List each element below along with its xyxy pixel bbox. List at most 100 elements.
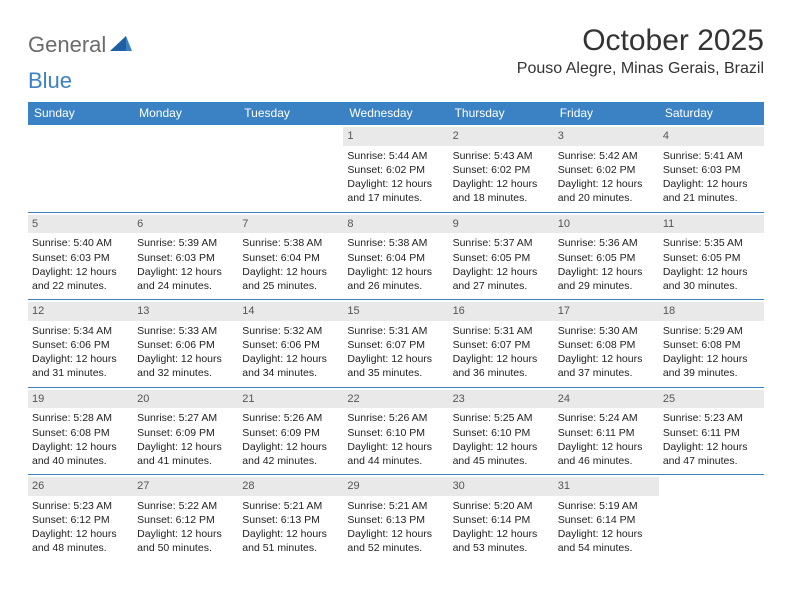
sunset-line: Sunset: 6:06 PM bbox=[32, 338, 129, 352]
calendar-row: 26Sunrise: 5:23 AMSunset: 6:12 PMDayligh… bbox=[28, 475, 764, 562]
daylight-line: Daylight: 12 hours and 21 minutes. bbox=[663, 177, 760, 205]
sunset-line: Sunset: 6:08 PM bbox=[32, 426, 129, 440]
sunrise-line: Sunrise: 5:21 AM bbox=[242, 499, 339, 513]
month-title: October 2025 bbox=[517, 24, 764, 58]
day-number: 25 bbox=[659, 390, 764, 409]
weekday-header: Friday bbox=[554, 102, 659, 125]
sunrise-line: Sunrise: 5:35 AM bbox=[663, 236, 760, 250]
day-number: 9 bbox=[449, 215, 554, 234]
daylight-line: Daylight: 12 hours and 20 minutes. bbox=[558, 177, 655, 205]
calendar-cell: 25Sunrise: 5:23 AMSunset: 6:11 PMDayligh… bbox=[659, 387, 764, 475]
sunrise-line: Sunrise: 5:21 AM bbox=[347, 499, 444, 513]
calendar-cell: 27Sunrise: 5:22 AMSunset: 6:12 PMDayligh… bbox=[133, 475, 238, 562]
daylight-line: Daylight: 12 hours and 27 minutes. bbox=[453, 265, 550, 293]
sunset-line: Sunset: 6:08 PM bbox=[663, 338, 760, 352]
weekday-header: Wednesday bbox=[343, 102, 448, 125]
sunrise-line: Sunrise: 5:39 AM bbox=[137, 236, 234, 250]
calendar-cell: 1Sunrise: 5:44 AMSunset: 6:02 PMDaylight… bbox=[343, 125, 448, 213]
sunrise-line: Sunrise: 5:27 AM bbox=[137, 411, 234, 425]
day-number: 22 bbox=[343, 390, 448, 409]
day-number: 13 bbox=[133, 302, 238, 321]
sunrise-line: Sunrise: 5:31 AM bbox=[453, 324, 550, 338]
day-number: 30 bbox=[449, 477, 554, 496]
day-number: 23 bbox=[449, 390, 554, 409]
calendar-cell: 11Sunrise: 5:35 AMSunset: 6:05 PMDayligh… bbox=[659, 212, 764, 300]
calendar-cell: 8Sunrise: 5:38 AMSunset: 6:04 PMDaylight… bbox=[343, 212, 448, 300]
calendar-cell: 23 Sunrise: 5:25 AMSunset: 6:10 PMDayligh… bbox=[449, 387, 554, 475]
sunrise-line: Sunrise: 5:26 AM bbox=[347, 411, 444, 425]
sunrise-line: Sunrise: 5:22 AM bbox=[137, 499, 234, 513]
sunrise-line: Sunrise: 5:32 AM bbox=[242, 324, 339, 338]
sunrise-line: Sunrise: 5:33 AM bbox=[137, 324, 234, 338]
sunset-line: Sunset: 6:06 PM bbox=[137, 338, 234, 352]
daylight-line: Daylight: 12 hours and 35 minutes. bbox=[347, 352, 444, 380]
calendar-cell: 2Sunrise: 5:43 AMSunset: 6:02 PMDaylight… bbox=[449, 125, 554, 213]
daylight-line: Daylight: 12 hours and 17 minutes. bbox=[347, 177, 444, 205]
sunset-line: Sunset: 6:11 PM bbox=[558, 426, 655, 440]
sunrise-line: Sunrise: 5:36 AM bbox=[558, 236, 655, 250]
day-number: 26 bbox=[28, 477, 133, 496]
sunrise-line: Sunrise: 5:41 AM bbox=[663, 149, 760, 163]
calendar-cell: 19Sunrise: 5:28 AMSunset: 6:08 PMDayligh… bbox=[28, 387, 133, 475]
daylight-line: Daylight: 12 hours and 31 minutes. bbox=[32, 352, 129, 380]
sunset-line: Sunset: 6:10 PM bbox=[453, 426, 550, 440]
sunrise-line: Sunrise: 5:26 AM bbox=[242, 411, 339, 425]
daylight-line: Daylight: 12 hours and 45 minutes. bbox=[453, 440, 550, 468]
day-number: 21 bbox=[238, 390, 343, 409]
sunset-line: Sunset: 6:05 PM bbox=[453, 251, 550, 265]
daylight-line: Daylight: 12 hours and 48 minutes. bbox=[32, 527, 129, 555]
day-number: 28 bbox=[238, 477, 343, 496]
daylight-line: Daylight: 12 hours and 34 minutes. bbox=[242, 352, 339, 380]
daylight-line: Daylight: 12 hours and 46 minutes. bbox=[558, 440, 655, 468]
daylight-line: Daylight: 12 hours and 30 minutes. bbox=[663, 265, 760, 293]
daylight-line: Daylight: 12 hours and 41 minutes. bbox=[137, 440, 234, 468]
calendar-cell: 5Sunrise: 5:40 AMSunset: 6:03 PMDaylight… bbox=[28, 212, 133, 300]
calendar-cell: 17Sunrise: 5:30 AMSunset: 6:08 PMDayligh… bbox=[554, 300, 659, 388]
calendar-page: General October 2025 Pouso Alegre, Minas… bbox=[0, 0, 792, 586]
weekday-header: Monday bbox=[133, 102, 238, 125]
daylight-line: Daylight: 12 hours and 25 minutes. bbox=[242, 265, 339, 293]
calendar-cell: 13 Sunrise: 5:33 AMSunset: 6:06 PMDayligh… bbox=[133, 300, 238, 388]
daylight-line: Daylight: 12 hours and 22 minutes. bbox=[32, 265, 129, 293]
sunset-line: Sunset: 6:07 PM bbox=[347, 338, 444, 352]
calendar-cell: 26Sunrise: 5:23 AMSunset: 6:12 PMDayligh… bbox=[28, 475, 133, 562]
day-number: 3 bbox=[554, 127, 659, 146]
calendar-row: 1Sunrise: 5:44 AMSunset: 6:02 PMDaylight… bbox=[28, 125, 764, 213]
sunrise-line: Sunrise: 5:24 AM bbox=[558, 411, 655, 425]
weekday-header: Saturday bbox=[659, 102, 764, 125]
calendar-cell: 31Sunrise: 5:19 AMSunset: 6:14 PMDayligh… bbox=[554, 475, 659, 562]
day-number: 24 bbox=[554, 390, 659, 409]
daylight-line: Daylight: 12 hours and 42 minutes. bbox=[242, 440, 339, 468]
daylight-line: Daylight: 12 hours and 26 minutes. bbox=[347, 265, 444, 293]
day-number: 31 bbox=[554, 477, 659, 496]
title-block: October 2025 Pouso Alegre, Minas Gerais,… bbox=[517, 24, 764, 78]
brand-part1: General bbox=[28, 32, 106, 58]
sunrise-line: Sunrise: 5:23 AM bbox=[32, 499, 129, 513]
calendar-row: 12Sunrise: 5:34 AMSunset: 6:06 PMDayligh… bbox=[28, 300, 764, 388]
day-number: 8 bbox=[343, 215, 448, 234]
day-number: 15 bbox=[343, 302, 448, 321]
brand-logo: General bbox=[28, 24, 134, 58]
sunset-line: Sunset: 6:08 PM bbox=[558, 338, 655, 352]
sunset-line: Sunset: 6:09 PM bbox=[137, 426, 234, 440]
sunset-line: Sunset: 6:11 PM bbox=[663, 426, 760, 440]
day-number: 6 bbox=[133, 215, 238, 234]
day-number: 16 bbox=[449, 302, 554, 321]
day-number: 2 bbox=[449, 127, 554, 146]
calendar-cell: 16Sunrise: 5:31 AMSunset: 6:07 PMDayligh… bbox=[449, 300, 554, 388]
daylight-line: Daylight: 12 hours and 32 minutes. bbox=[137, 352, 234, 380]
sunrise-line: Sunrise: 5:25 AM bbox=[453, 411, 550, 425]
sunrise-line: Sunrise: 5:38 AM bbox=[347, 236, 444, 250]
sunrise-line: Sunrise: 5:23 AM bbox=[663, 411, 760, 425]
calendar-cell: 28Sunrise: 5:21 AMSunset: 6:13 PMDayligh… bbox=[238, 475, 343, 562]
brand-sail-icon bbox=[110, 34, 132, 57]
day-number: 12 bbox=[28, 302, 133, 321]
calendar-cell: 7Sunrise: 5:38 AMSunset: 6:04 PMDaylight… bbox=[238, 212, 343, 300]
sunset-line: Sunset: 6:02 PM bbox=[558, 163, 655, 177]
calendar-cell: 18Sunrise: 5:29 AMSunset: 6:08 PMDayligh… bbox=[659, 300, 764, 388]
daylight-line: Daylight: 12 hours and 24 minutes. bbox=[137, 265, 234, 293]
sunrise-line: Sunrise: 5:42 AM bbox=[558, 149, 655, 163]
sunrise-line: Sunrise: 5:30 AM bbox=[558, 324, 655, 338]
daylight-line: Daylight: 12 hours and 54 minutes. bbox=[558, 527, 655, 555]
calendar-cell: 22Sunrise: 5:26 AMSunset: 6:10 PMDayligh… bbox=[343, 387, 448, 475]
